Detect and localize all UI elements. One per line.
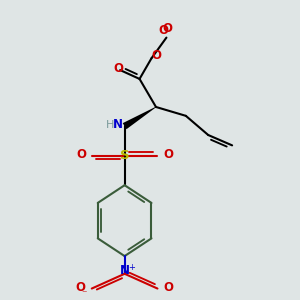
Text: +: + [128,263,135,272]
Text: O: O [164,280,174,294]
Text: O: O [114,62,124,75]
Text: S: S [120,149,129,162]
Text: N: N [120,264,130,277]
Polygon shape [123,107,156,129]
Text: O: O [162,22,172,35]
Text: O: O [75,280,85,294]
Text: N: N [113,118,123,131]
Text: ⁻: ⁻ [82,289,87,299]
Text: O: O [158,24,168,37]
Text: H: H [106,120,114,130]
Text: O: O [163,148,173,161]
Text: O: O [151,49,161,62]
Text: O: O [76,148,86,161]
